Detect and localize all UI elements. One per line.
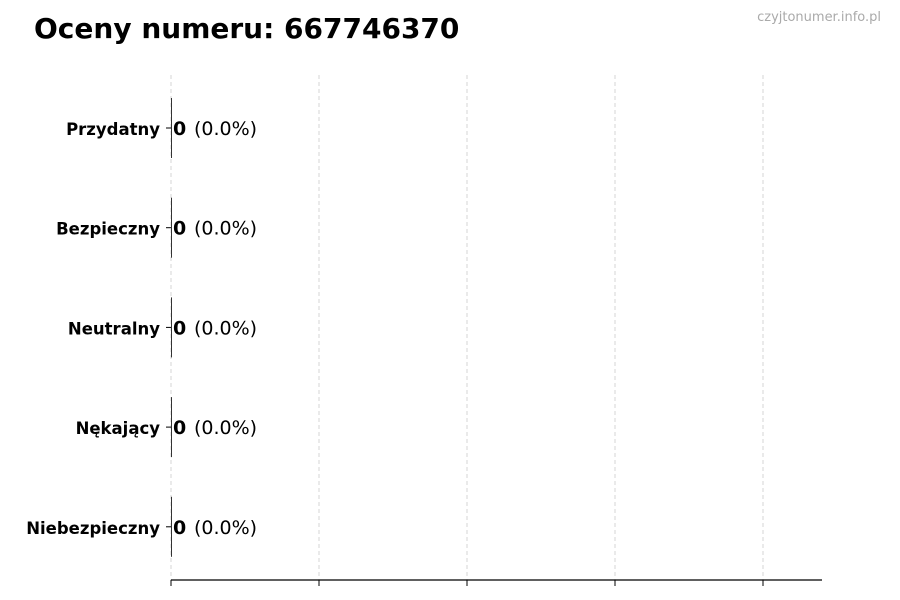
percent-label: (0.0%) bbox=[194, 417, 257, 439]
percent-label: (0.0%) bbox=[194, 317, 257, 339]
count-label: 0 bbox=[173, 417, 186, 439]
count-label: 0 bbox=[173, 118, 186, 140]
bar bbox=[171, 98, 172, 158]
count-label: 0 bbox=[173, 517, 186, 539]
bar bbox=[171, 197, 172, 258]
chart-title: Oceny numeru: 667746370 bbox=[34, 12, 460, 45]
category-label: Nękający bbox=[76, 419, 161, 438]
category-label: Neutralny bbox=[68, 319, 160, 338]
count-label: 0 bbox=[173, 317, 186, 339]
percent-label: (0.0%) bbox=[194, 517, 257, 539]
bar bbox=[171, 496, 172, 557]
category-label: Bezpieczny bbox=[56, 220, 160, 239]
category-label: Niebezpieczny bbox=[26, 519, 160, 538]
bar bbox=[171, 397, 172, 458]
count-label: 0 bbox=[173, 218, 186, 240]
percent-label: (0.0%) bbox=[194, 118, 257, 140]
percent-label: (0.0%) bbox=[194, 218, 257, 240]
watermark: czyjtonumer.info.pl bbox=[757, 10, 881, 25]
category-label: Przydatny bbox=[66, 120, 160, 139]
bar bbox=[171, 297, 172, 358]
